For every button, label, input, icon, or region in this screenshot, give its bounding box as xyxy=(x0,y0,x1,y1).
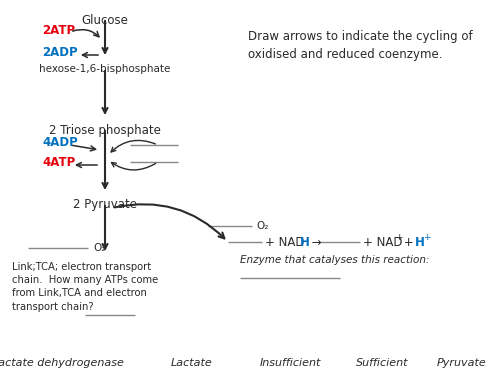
Text: + NAD: + NAD xyxy=(265,236,304,249)
Text: +: + xyxy=(423,234,430,243)
Text: H: H xyxy=(415,236,425,249)
Text: →: → xyxy=(308,236,322,249)
Text: Lactate: Lactate xyxy=(171,358,213,368)
Text: Glucose: Glucose xyxy=(82,14,128,27)
Text: + NAD: + NAD xyxy=(363,236,403,249)
Text: Link;TCA; electron transport
chain.  How many ATPs come
from Link,TCA and electr: Link;TCA; electron transport chain. How … xyxy=(12,262,158,312)
Text: Insufficient: Insufficient xyxy=(260,358,320,368)
Text: O₂: O₂ xyxy=(256,221,268,231)
Text: +: + xyxy=(400,236,417,249)
Text: 2 Triose phosphate: 2 Triose phosphate xyxy=(49,124,161,137)
Text: 2ADP: 2ADP xyxy=(42,45,78,58)
Text: 4ATP: 4ATP xyxy=(42,156,75,168)
Text: H: H xyxy=(300,236,310,249)
Text: Enzyme that catalyses this reaction:: Enzyme that catalyses this reaction: xyxy=(240,255,430,265)
Text: Draw arrows to indicate the cycling of
oxidised and reduced coenzyme.: Draw arrows to indicate the cycling of o… xyxy=(248,30,472,61)
Text: Pyruvate: Pyruvate xyxy=(437,358,487,368)
Text: O₂: O₂ xyxy=(93,243,106,253)
Text: 2 Pyruvate: 2 Pyruvate xyxy=(73,198,137,211)
Text: Sufficient: Sufficient xyxy=(356,358,408,368)
Text: +: + xyxy=(395,234,402,243)
Text: 4ADP: 4ADP xyxy=(42,136,78,150)
Text: Lactate dehydrogenase: Lactate dehydrogenase xyxy=(0,358,124,368)
Text: hexose-1,6-bisphosphate: hexose-1,6-bisphosphate xyxy=(40,64,170,74)
Text: 2ATP: 2ATP xyxy=(42,24,75,36)
